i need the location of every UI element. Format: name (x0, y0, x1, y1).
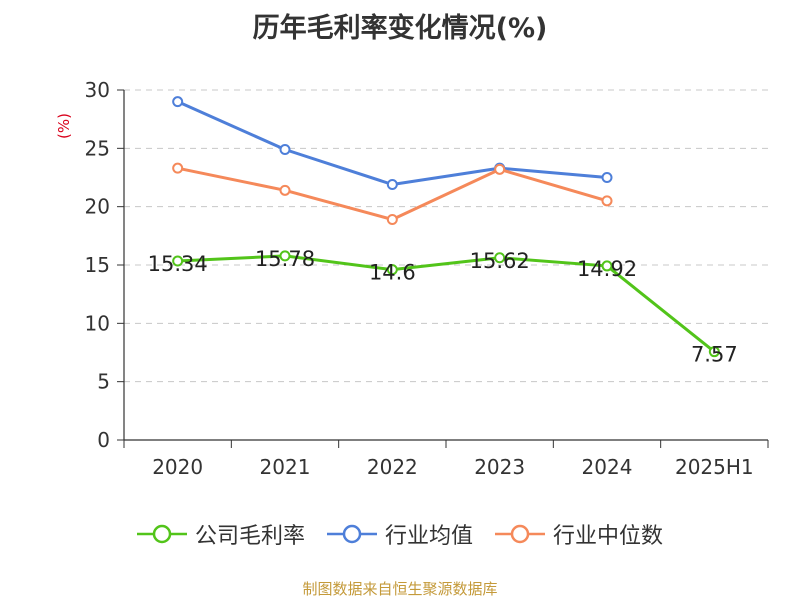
y-tick-label: 10 (85, 311, 110, 335)
legend-item-industry-median[interactable]: 行业中位数 (495, 518, 663, 550)
legend-swatch-company (136, 524, 187, 544)
data-label: 14.92 (577, 257, 637, 281)
data-label: 7.57 (691, 343, 738, 367)
x-tick-label: 2020 (152, 455, 203, 479)
data-point (386, 214, 398, 225)
x-tick-label: 2024 (582, 455, 633, 479)
y-tick-label: 25 (85, 136, 110, 160)
legend-label-industry-median: 行业中位数 (553, 524, 664, 549)
legend-label-industry-mean: 行业均值 (384, 524, 473, 549)
chart-title: 历年毛利率变化情况(%) (252, 13, 548, 44)
legend-item-company[interactable]: 公司毛利率 (136, 518, 305, 550)
data-point (172, 162, 184, 174)
source-note: 制图数据来自恒生聚源数据库 (302, 580, 498, 598)
data-label: 14.6 (369, 261, 416, 285)
legend-swatch-industry-mean (326, 524, 377, 544)
series-line-0 (177, 254, 716, 353)
data-point (279, 250, 291, 262)
y-tick-label: 5 (97, 370, 110, 394)
legend-swatch-industry-median (495, 524, 545, 544)
data-point (279, 184, 291, 196)
y-tick-label: 15 (85, 253, 110, 277)
data-point (601, 260, 613, 272)
data-point (172, 96, 184, 108)
series-line-2 (177, 166, 608, 221)
data-label: 15.62 (470, 249, 530, 273)
x-tick-label: 2025H1 (675, 455, 754, 479)
chart-legend: 公司毛利率 行业均值 行业中位数 (0, 518, 800, 550)
data-point (172, 255, 184, 267)
x-tick-label: 2023 (474, 455, 525, 479)
data-point (494, 163, 506, 175)
x-tick-label: 2022 (367, 455, 418, 479)
data-point (386, 264, 398, 276)
y-tick-label: 20 (85, 195, 110, 219)
legend-item-industry-mean[interactable]: 行业均值 (326, 518, 473, 550)
data-point (386, 179, 398, 190)
data-point (494, 252, 506, 264)
data-label: 15.34 (148, 252, 208, 276)
data-point (279, 144, 291, 155)
data-label: 15.78 (255, 247, 315, 271)
y-tick-label: 30 (85, 78, 110, 102)
y-tick-label: 0 (97, 428, 110, 452)
series-line-1 (177, 100, 608, 186)
x-tick-label: 2021 (260, 455, 311, 479)
y-axis-label: (%) (55, 113, 73, 139)
data-point (708, 346, 720, 358)
data-point (601, 172, 613, 183)
data-point (601, 195, 613, 207)
legend-label-company: 公司毛利率 (194, 524, 305, 549)
